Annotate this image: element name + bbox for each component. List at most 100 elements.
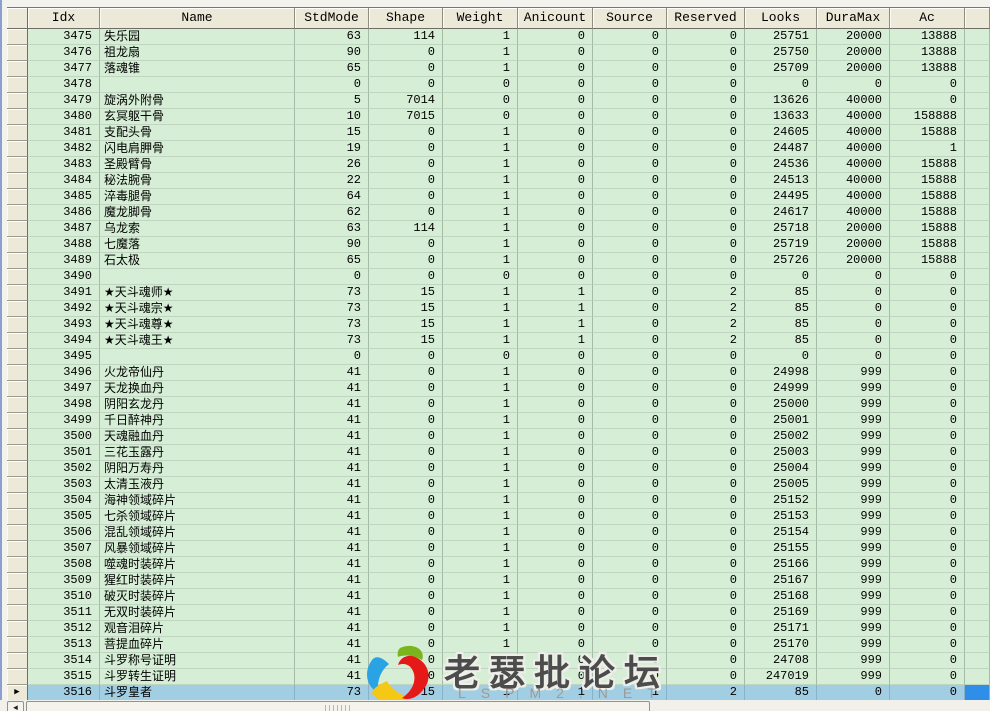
cell-stdmode[interactable]: 41 xyxy=(295,637,369,653)
cell-weight[interactable]: 1 xyxy=(443,413,518,429)
cell-duramax[interactable]: 999 xyxy=(817,525,890,541)
cell-anicount[interactable]: 0 xyxy=(518,45,593,61)
cell-shape[interactable]: 0 xyxy=(369,173,443,189)
cell-source[interactable]: 0 xyxy=(593,29,667,45)
cell-extra[interactable] xyxy=(965,301,990,317)
cell-stdmode[interactable]: 41 xyxy=(295,477,369,493)
cell-name[interactable]: 乌龙索 xyxy=(100,221,295,237)
cell-stdmode[interactable]: 41 xyxy=(295,381,369,397)
row-selector[interactable] xyxy=(7,445,28,461)
cell-idx[interactable]: 3484 xyxy=(28,173,100,189)
header-cell-duramax[interactable]: DuraMax xyxy=(817,8,890,29)
cell-weight[interactable]: 0 xyxy=(443,109,518,125)
cell-duramax[interactable]: 999 xyxy=(817,493,890,509)
cell-reserved[interactable]: 2 xyxy=(667,301,745,317)
cell-shape[interactable]: 0 xyxy=(369,61,443,77)
cell-weight[interactable]: 1 xyxy=(443,141,518,157)
cell-idx[interactable]: 3516 xyxy=(28,685,100,701)
cell-extra[interactable] xyxy=(965,109,990,125)
cell-stdmode[interactable]: 73 xyxy=(295,317,369,333)
cell-stdmode[interactable]: 19 xyxy=(295,141,369,157)
cell-source[interactable]: 0 xyxy=(593,477,667,493)
table-row[interactable]: 3480 玄冥躯干骨 10 7015 0 0 0 0 13633 40000 158888 xyxy=(7,109,990,125)
cell-duramax[interactable]: 999 xyxy=(817,381,890,397)
cell-weight[interactable]: 1 xyxy=(443,605,518,621)
cell-duramax[interactable]: 0 xyxy=(817,685,890,701)
cell-reserved[interactable]: 0 xyxy=(667,141,745,157)
cell-source[interactable]: 0 xyxy=(593,157,667,173)
header-cell-source[interactable]: Source xyxy=(593,8,667,29)
cell-duramax[interactable]: 999 xyxy=(817,477,890,493)
cell-idx[interactable]: 3498 xyxy=(28,397,100,413)
cell-anicount[interactable]: 0 xyxy=(518,221,593,237)
cell-shape[interactable]: 0 xyxy=(369,125,443,141)
cell-stdmode[interactable]: 63 xyxy=(295,29,369,45)
cell-name[interactable]: 斗罗转生证明 xyxy=(100,669,295,685)
table-row[interactable]: 3509 猩红时装碎片 41 0 1 0 0 0 25167 999 0 xyxy=(7,573,990,589)
table-row[interactable]: 3515 斗罗转生证明 41 0 1 0 0 0 247019 999 0 xyxy=(7,669,990,685)
cell-duramax[interactable]: 999 xyxy=(817,365,890,381)
row-selector[interactable] xyxy=(7,237,28,253)
focused-cell[interactable] xyxy=(965,685,990,701)
cell-stdmode[interactable]: 15 xyxy=(295,125,369,141)
cell-name[interactable]: 七魔落 xyxy=(100,237,295,253)
cell-looks[interactable]: 24998 xyxy=(745,365,817,381)
cell-anicount[interactable]: 0 xyxy=(518,61,593,77)
cell-shape[interactable]: 0 xyxy=(369,445,443,461)
cell-source[interactable]: 0 xyxy=(593,333,667,349)
cell-anicount[interactable]: 1 xyxy=(518,301,593,317)
cell-looks[interactable]: 24708 xyxy=(745,653,817,669)
cell-anicount[interactable]: 0 xyxy=(518,157,593,173)
cell-shape[interactable]: 0 xyxy=(369,621,443,637)
cell-source[interactable]: 0 xyxy=(593,77,667,93)
table-row[interactable]: 3487 乌龙索 63 114 1 0 0 0 25718 20000 15888 xyxy=(7,221,990,237)
cell-stdmode[interactable]: 41 xyxy=(295,573,369,589)
cell-looks[interactable]: 85 xyxy=(745,285,817,301)
cell-anicount[interactable]: 0 xyxy=(518,205,593,221)
row-selector[interactable] xyxy=(7,429,28,445)
cell-extra[interactable] xyxy=(965,557,990,573)
cell-stdmode[interactable]: 0 xyxy=(295,349,369,365)
cell-name[interactable]: 旋涡外附骨 xyxy=(100,93,295,109)
cell-idx[interactable]: 3499 xyxy=(28,413,100,429)
cell-source[interactable]: 0 xyxy=(593,269,667,285)
cell-ac[interactable]: 0 xyxy=(890,381,965,397)
cell-shape[interactable]: 0 xyxy=(369,253,443,269)
cell-weight[interactable]: 1 xyxy=(443,29,518,45)
cell-stdmode[interactable]: 41 xyxy=(295,397,369,413)
cell-weight[interactable]: 1 xyxy=(443,557,518,573)
cell-name[interactable]: ★天斗魂尊★ xyxy=(100,317,295,333)
row-selector[interactable] xyxy=(7,669,28,685)
cell-anicount[interactable]: 0 xyxy=(518,173,593,189)
row-selector[interactable] xyxy=(7,557,28,573)
cell-reserved[interactable]: 0 xyxy=(667,221,745,237)
cell-idx[interactable]: 3509 xyxy=(28,573,100,589)
cell-extra[interactable] xyxy=(965,413,990,429)
cell-weight[interactable]: 1 xyxy=(443,685,518,701)
cell-source[interactable]: 0 xyxy=(593,189,667,205)
cell-looks[interactable]: 25001 xyxy=(745,413,817,429)
cell-shape[interactable]: 15 xyxy=(369,333,443,349)
table-row[interactable]: 3483 圣殿臂骨 26 0 1 0 0 0 24536 40000 15888 xyxy=(7,157,990,173)
table-row[interactable]: 3513 菩提血碎片 41 0 1 0 0 0 25170 999 0 xyxy=(7,637,990,653)
cell-stdmode[interactable]: 22 xyxy=(295,173,369,189)
cell-shape[interactable]: 114 xyxy=(369,221,443,237)
cell-anicount[interactable]: 0 xyxy=(518,189,593,205)
cell-weight[interactable]: 1 xyxy=(443,61,518,77)
cell-ac[interactable]: 0 xyxy=(890,541,965,557)
table-row[interactable]: 3512 观音泪碎片 41 0 1 0 0 0 25171 999 0 xyxy=(7,621,990,637)
cell-stdmode[interactable]: 63 xyxy=(295,221,369,237)
cell-extra[interactable] xyxy=(965,653,990,669)
cell-shape[interactable]: 0 xyxy=(369,637,443,653)
cell-extra[interactable] xyxy=(965,285,990,301)
cell-ac[interactable]: 0 xyxy=(890,573,965,589)
cell-duramax[interactable]: 40000 xyxy=(817,205,890,221)
cell-weight[interactable]: 1 xyxy=(443,493,518,509)
cell-shape[interactable]: 0 xyxy=(369,589,443,605)
cell-weight[interactable]: 1 xyxy=(443,301,518,317)
cell-looks[interactable]: 25000 xyxy=(745,397,817,413)
cell-shape[interactable]: 0 xyxy=(369,141,443,157)
cell-shape[interactable]: 0 xyxy=(369,525,443,541)
cell-duramax[interactable]: 999 xyxy=(817,541,890,557)
cell-idx[interactable]: 3477 xyxy=(28,61,100,77)
